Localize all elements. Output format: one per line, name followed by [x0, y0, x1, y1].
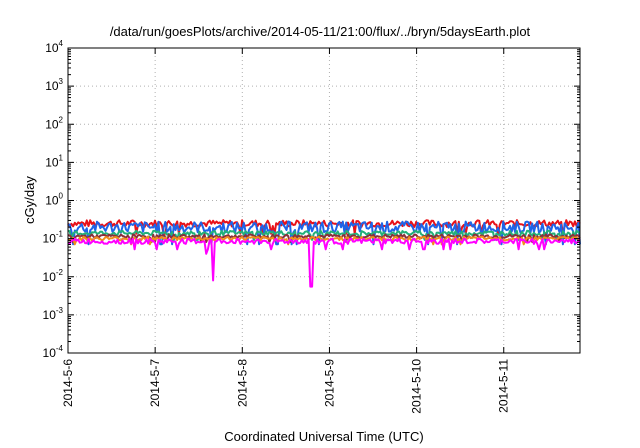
y-tick-layer: 10-4 10-3 10-2 10-1 100 101 102 103 104 [43, 39, 580, 360]
x-tick-label: 2014-5-9 [322, 359, 336, 407]
y-tick-label: 101 [45, 153, 63, 169]
grid-layer [68, 48, 580, 353]
y-tick-label: 100 [45, 192, 63, 208]
series-line [67, 237, 581, 288]
series-line [67, 235, 581, 246]
x-tick-label: 2014-5-6 [61, 359, 75, 407]
x-tick-label: 2014-5-10 [410, 359, 424, 414]
x-tick-label: 2014-5-7 [148, 359, 162, 407]
x-tick-label: 2014-5-8 [235, 359, 249, 407]
x-axis-label: Coordinated Universal Time (UTC) [224, 429, 423, 444]
x-tick-label: 2014-5-11 [497, 359, 511, 413]
y-tick-label: 102 [45, 115, 63, 131]
series-layer [67, 219, 581, 288]
y-tick-label: 10-4 [43, 344, 64, 360]
y-tick-label: 10-1 [43, 230, 64, 246]
y-axis-label: cGy/day [22, 176, 37, 224]
y-tick-label: 10-2 [43, 268, 64, 284]
y-tick-label: 104 [45, 39, 63, 55]
y-tick-label: 103 [45, 77, 63, 93]
series-line [67, 233, 581, 243]
x-tick-layer: 2014-5-6 2014-5-7 2014-5-8 2014-5-9 2014-5-1… [61, 48, 511, 414]
chart-title: /data/run/goesPlots/archive/2014-05-11/2… [110, 24, 531, 39]
y-tick-label: 10-3 [43, 306, 64, 322]
series-line [67, 220, 581, 246]
